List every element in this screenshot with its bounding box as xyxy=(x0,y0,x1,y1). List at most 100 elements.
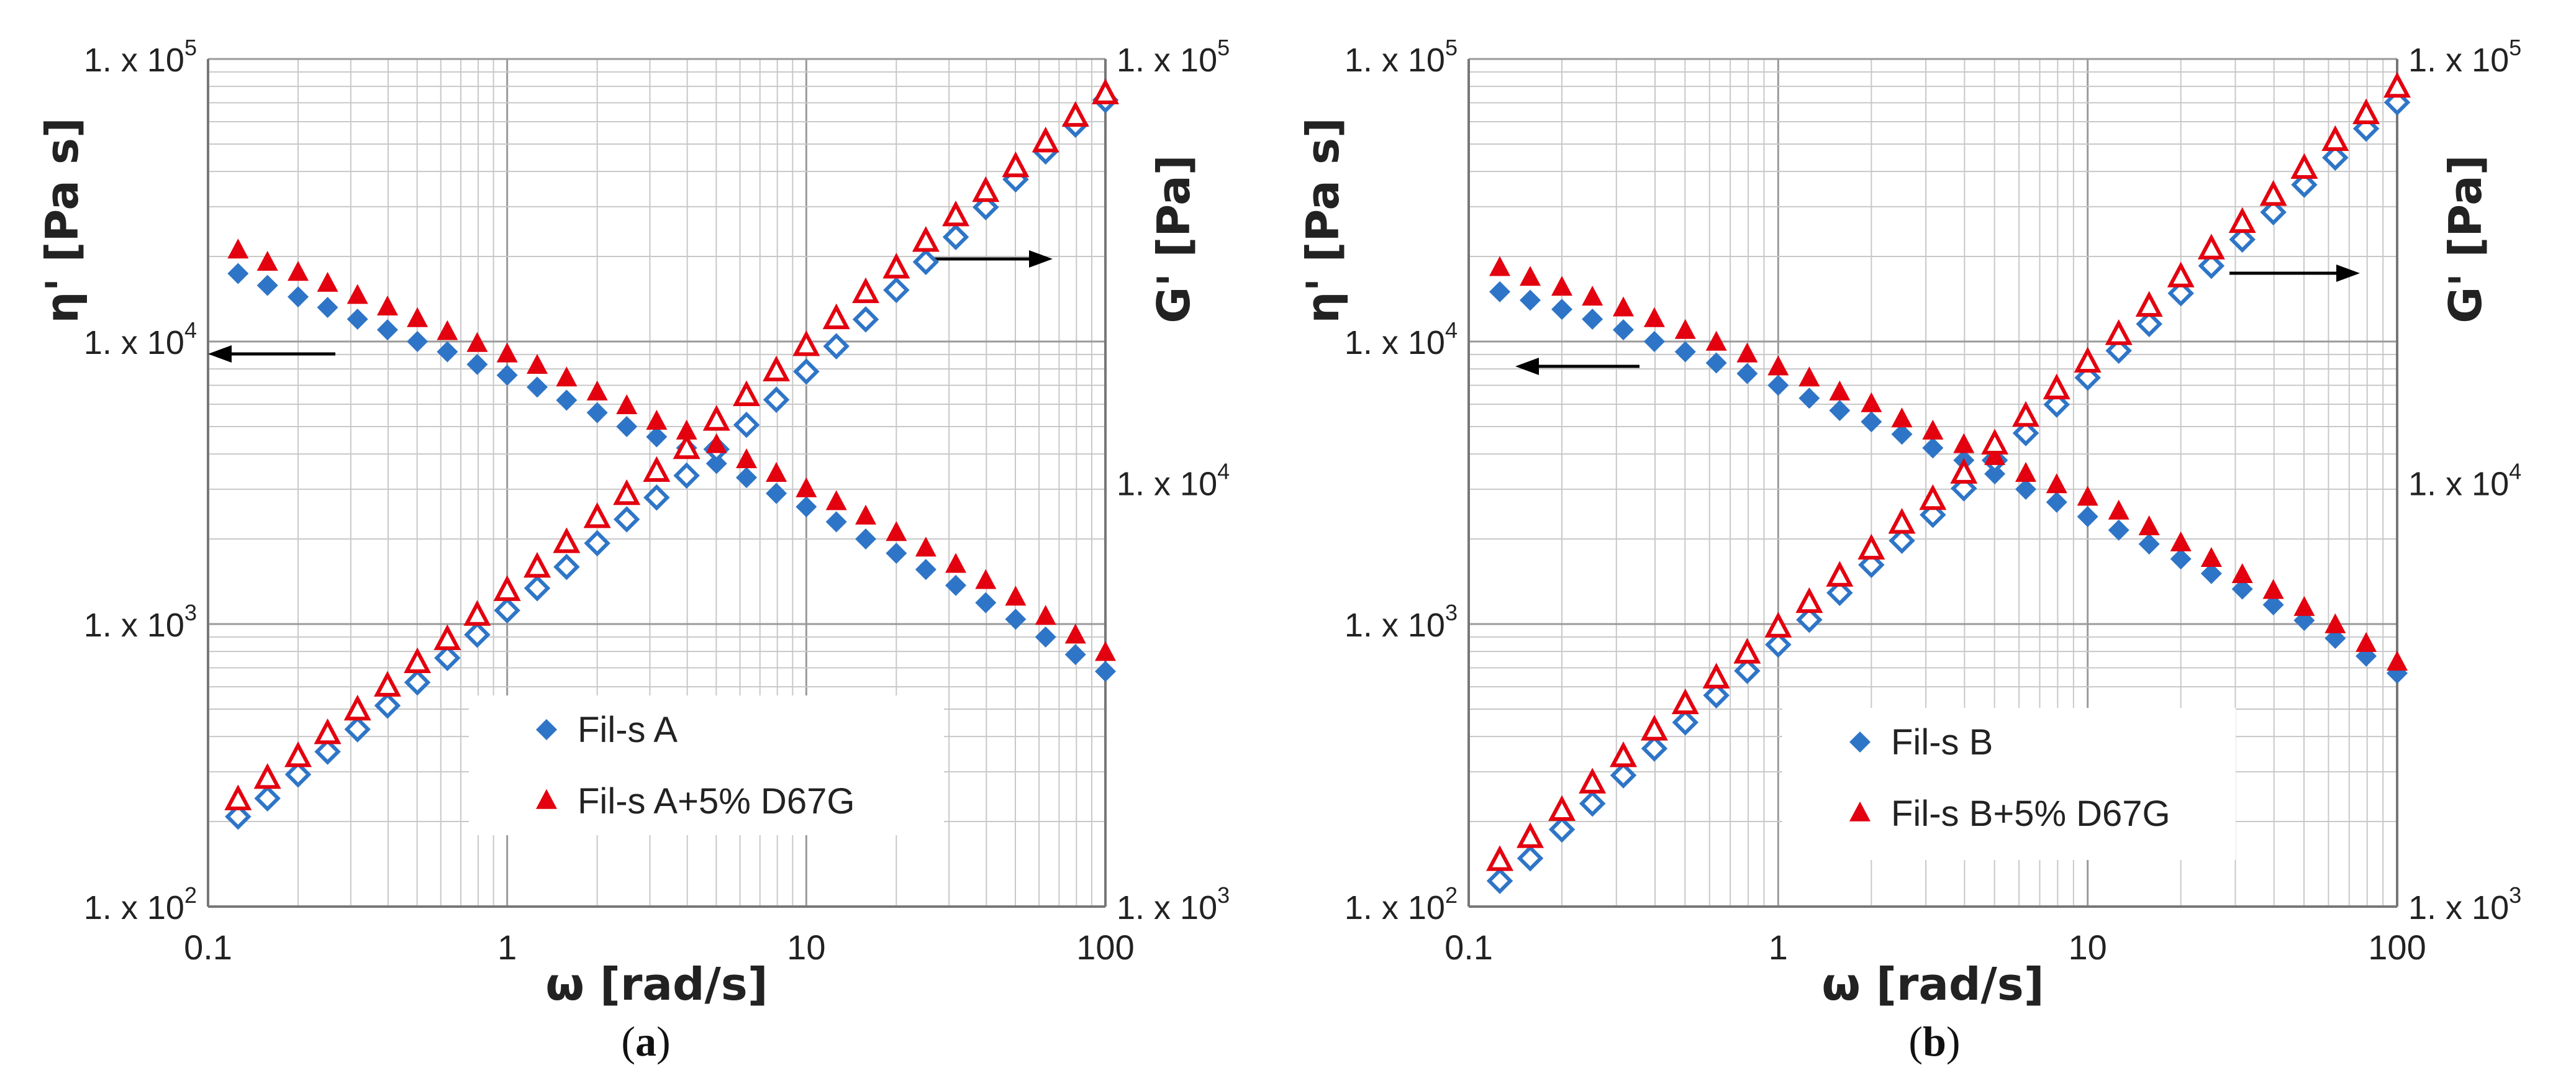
series-fil-s-b-5-d67g-eta xyxy=(1489,256,2408,671)
data-point xyxy=(676,419,697,440)
data-point xyxy=(1005,609,1027,630)
data-point xyxy=(763,386,790,414)
data-point xyxy=(796,477,817,497)
data-point xyxy=(1922,437,1944,459)
y-tick-label-left: 1. x 105 xyxy=(84,35,197,79)
data-point xyxy=(1891,407,1913,428)
y-axis-title-right: G' [Pa] xyxy=(1148,155,1200,323)
data-point xyxy=(347,308,368,330)
arrow-right-icon xyxy=(2229,265,2360,282)
data-point xyxy=(254,785,281,812)
data-point xyxy=(852,277,880,304)
data-point xyxy=(1736,342,1758,363)
data-point xyxy=(1489,281,1511,302)
data-point xyxy=(1953,433,1975,453)
data-point xyxy=(1064,623,1086,644)
x-tick-label: 1 xyxy=(497,928,517,967)
data-point xyxy=(942,201,970,227)
legend-marker-icon xyxy=(1849,731,1871,753)
data-point xyxy=(1672,709,1698,736)
data-point xyxy=(227,238,249,259)
data-point xyxy=(2259,180,2287,206)
legend: Fil-s B Fil-s B+5% D67G xyxy=(1782,708,2236,860)
y-tick-label-left: 1. x 105 xyxy=(1345,35,1458,79)
data-point xyxy=(883,276,910,304)
data-point xyxy=(855,528,877,550)
data-point xyxy=(1734,658,1761,684)
series-fil-s-a-g xyxy=(225,86,1119,830)
y-tick-label-right: 1. x 104 xyxy=(2408,459,2521,503)
data-point xyxy=(464,621,491,648)
data-point xyxy=(256,250,278,271)
data-point xyxy=(942,224,969,251)
data-point xyxy=(253,763,281,789)
data-point xyxy=(524,551,551,578)
data-point xyxy=(404,647,432,674)
data-point xyxy=(643,456,671,482)
data-point xyxy=(1551,276,1573,296)
data-point xyxy=(2108,499,2129,520)
data-point xyxy=(945,553,967,573)
data-point xyxy=(2290,153,2318,179)
data-point xyxy=(2262,579,2284,599)
data-point xyxy=(646,426,668,448)
data-point xyxy=(2046,491,2067,513)
data-point xyxy=(2167,280,2194,307)
data-point xyxy=(613,506,640,533)
data-point xyxy=(1641,735,1668,762)
series-fil-s-a-eta xyxy=(227,263,1116,682)
chart-panel-b: 0.1 1 10 100 1. x 102 1. x 103 1. x 104 1. x 10… xyxy=(1297,35,2521,1065)
x-tick-label: 10 xyxy=(787,928,825,967)
data-point xyxy=(2012,420,2039,446)
data-point xyxy=(437,341,458,363)
data-point xyxy=(1486,845,1514,871)
data-point xyxy=(1919,484,1947,510)
data-point xyxy=(493,575,521,601)
data-point xyxy=(1891,423,1913,445)
x-tick-label: 10 xyxy=(2069,928,2107,967)
data-point xyxy=(1002,151,1030,178)
data-point xyxy=(1095,661,1116,682)
data-point xyxy=(1517,844,1544,872)
data-point xyxy=(1613,296,1635,317)
data-point xyxy=(2015,461,2037,482)
data-point xyxy=(1829,380,1851,401)
data-point xyxy=(1489,256,1511,276)
data-point xyxy=(314,738,341,765)
data-point xyxy=(2356,632,2377,652)
data-point xyxy=(1582,308,1603,330)
data-point xyxy=(825,490,847,510)
data-point xyxy=(2167,261,2195,287)
data-point xyxy=(287,261,309,281)
y-tick-label-right: 1. x 105 xyxy=(2408,35,2521,79)
data-point xyxy=(407,331,429,352)
data-point xyxy=(2105,319,2133,345)
data-point xyxy=(287,286,309,307)
data-point xyxy=(1857,533,1885,560)
data-point xyxy=(1950,458,1978,484)
data-point xyxy=(2231,578,2253,600)
data-point xyxy=(433,624,461,650)
data-point xyxy=(912,248,940,276)
data-point xyxy=(646,410,668,430)
data-point xyxy=(496,342,518,363)
data-point xyxy=(584,530,610,557)
data-point xyxy=(1705,352,1727,374)
data-point xyxy=(1826,561,1854,587)
data-point xyxy=(945,574,967,596)
data-point xyxy=(886,521,907,541)
data-point xyxy=(823,333,850,360)
data-point xyxy=(434,645,461,671)
data-point xyxy=(1486,867,1513,894)
data-point xyxy=(2105,337,2132,364)
data-point xyxy=(1640,715,1668,741)
data-point xyxy=(2015,478,2037,500)
y-tick-label-left: 1. x 102 xyxy=(84,882,197,926)
data-point xyxy=(1035,605,1056,625)
data-point xyxy=(1703,682,1730,709)
data-point xyxy=(613,479,641,505)
data-point xyxy=(2046,473,2067,494)
data-point xyxy=(2231,563,2253,584)
data-point xyxy=(882,253,910,279)
legend: Fil-s A Fil-s A+5% D67G xyxy=(469,695,944,835)
